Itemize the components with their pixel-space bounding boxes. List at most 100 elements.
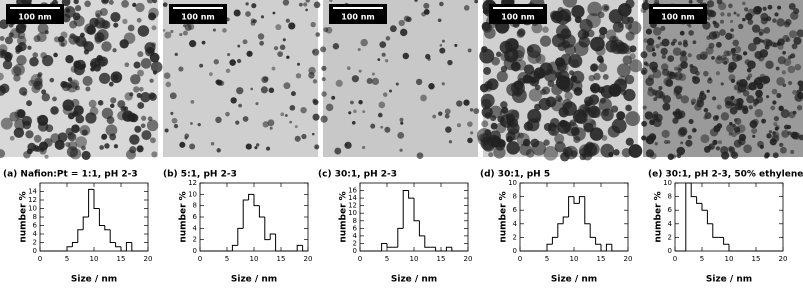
particle bbox=[500, 101, 508, 109]
particle bbox=[11, 66, 22, 77]
particle bbox=[416, 152, 424, 159]
particle bbox=[184, 24, 192, 31]
particle bbox=[423, 2, 430, 9]
particle bbox=[783, 58, 792, 66]
particle bbox=[136, 92, 142, 98]
particle bbox=[605, 29, 617, 41]
particle bbox=[110, 71, 123, 84]
particle bbox=[294, 125, 298, 129]
particle bbox=[490, 122, 498, 130]
particle bbox=[123, 106, 129, 112]
particle bbox=[447, 59, 453, 66]
particle bbox=[137, 51, 144, 58]
particle bbox=[733, 11, 737, 15]
particle bbox=[61, 13, 71, 23]
particle bbox=[428, 83, 435, 90]
particle bbox=[781, 70, 786, 75]
particle bbox=[215, 116, 222, 124]
particle bbox=[179, 141, 186, 148]
particle bbox=[380, 125, 384, 129]
particle bbox=[696, 0, 704, 4]
particle bbox=[351, 120, 356, 125]
particle bbox=[146, 0, 154, 4]
particle bbox=[554, 141, 566, 153]
particle bbox=[145, 46, 155, 57]
particle bbox=[85, 112, 97, 124]
particle bbox=[441, 39, 445, 43]
particle bbox=[454, 43, 458, 47]
particle bbox=[283, 82, 291, 90]
x-tick-label: 10 bbox=[410, 255, 419, 263]
x-tick-label: 0 bbox=[358, 255, 362, 263]
particle bbox=[69, 79, 80, 89]
particle bbox=[136, 145, 144, 153]
y-tick-label: 8 bbox=[668, 193, 672, 201]
particle bbox=[275, 24, 282, 31]
particle bbox=[163, 72, 171, 79]
particle bbox=[141, 130, 152, 141]
histogram-bin bbox=[418, 220, 425, 237]
particle bbox=[255, 102, 259, 106]
particle bbox=[706, 35, 711, 40]
y-tick-label: 0 bbox=[353, 247, 357, 255]
y-tick-label: 10 bbox=[188, 190, 197, 198]
particle bbox=[165, 81, 172, 88]
particle bbox=[97, 100, 104, 106]
particle bbox=[320, 46, 327, 53]
particle bbox=[755, 89, 763, 98]
particle bbox=[641, 135, 647, 141]
particle bbox=[152, 0, 158, 4]
particle bbox=[212, 28, 216, 32]
particle bbox=[763, 38, 771, 47]
particle bbox=[263, 76, 269, 82]
particle bbox=[398, 19, 405, 27]
particle bbox=[711, 56, 715, 60]
particle bbox=[589, 82, 601, 94]
particle bbox=[796, 29, 803, 38]
particle bbox=[788, 3, 796, 10]
particle bbox=[499, 109, 507, 117]
particle bbox=[654, 142, 658, 146]
image-bg bbox=[323, 0, 478, 157]
x-tick-label: 10 bbox=[90, 255, 99, 263]
particle bbox=[73, 0, 79, 5]
particle bbox=[9, 135, 15, 141]
particle bbox=[21, 115, 33, 126]
particle bbox=[122, 110, 134, 122]
plot-frame bbox=[199, 182, 309, 252]
particle bbox=[400, 28, 408, 37]
particle bbox=[140, 123, 146, 128]
y-tick-label: 6 bbox=[33, 222, 38, 230]
particle bbox=[332, 43, 340, 50]
y-tick-label: 2 bbox=[353, 239, 357, 247]
particle bbox=[26, 100, 32, 107]
particle bbox=[720, 112, 730, 121]
tem-image: 100 nm bbox=[0, 0, 163, 160]
x-tick-label: 5 bbox=[700, 255, 704, 263]
particle bbox=[718, 140, 723, 145]
particle bbox=[44, 154, 49, 159]
particle bbox=[716, 0, 723, 5]
particle bbox=[674, 85, 683, 94]
histogram-bin bbox=[88, 188, 94, 217]
y-axis-label: number % bbox=[499, 191, 509, 242]
particle bbox=[52, 96, 57, 102]
particle bbox=[772, 131, 776, 135]
particle bbox=[233, 9, 241, 17]
particle bbox=[113, 144, 119, 149]
particle bbox=[774, 126, 779, 131]
particle bbox=[273, 46, 279, 51]
y-tick-label: 0 bbox=[33, 247, 37, 255]
particle bbox=[796, 105, 803, 111]
particle bbox=[727, 66, 735, 73]
histogram-bin bbox=[82, 216, 89, 230]
particle bbox=[719, 29, 726, 36]
particle bbox=[629, 53, 636, 60]
particle bbox=[720, 82, 724, 86]
particle bbox=[661, 54, 667, 60]
particle bbox=[295, 73, 302, 79]
particle bbox=[789, 30, 798, 39]
particle bbox=[641, 120, 648, 127]
x-axis-label: Size / nm bbox=[71, 275, 117, 285]
particle bbox=[469, 108, 474, 112]
